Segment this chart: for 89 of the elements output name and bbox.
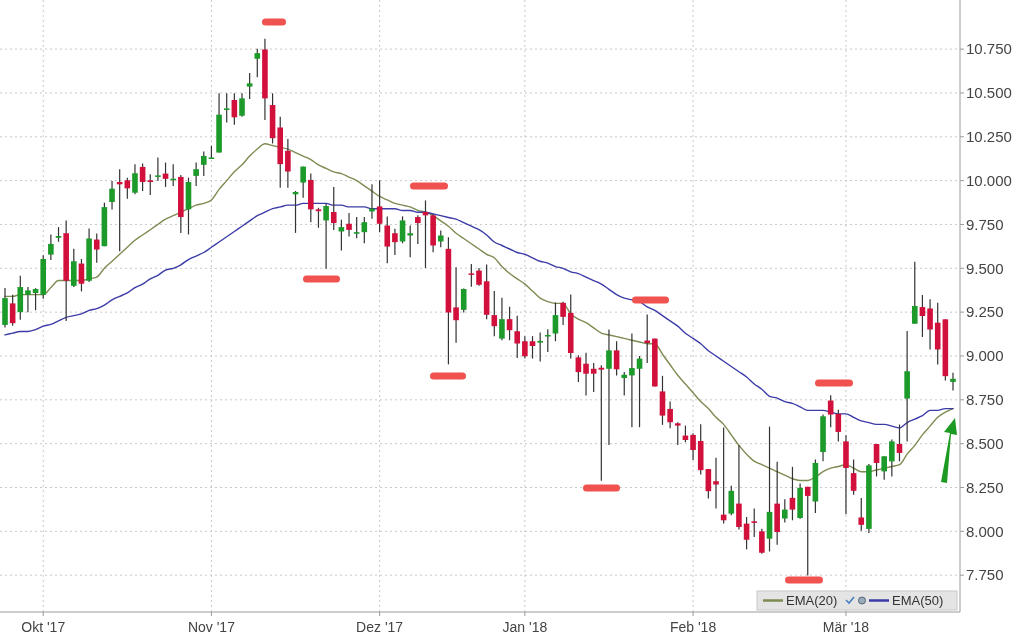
candlestick [598,364,605,482]
x-tick-label: Okt '17 [21,619,66,635]
candlestick [789,466,796,521]
candlestick [147,173,154,196]
candlestick [132,163,138,195]
candlestick [545,328,551,353]
candlestick [514,315,521,359]
y-tick-label: 8.250 [966,478,1004,496]
candlestick [93,232,100,264]
x-tick-label: Nov '17 [187,619,236,635]
candlestick [690,432,696,461]
y-tick-label: 8.000 [966,522,1004,540]
candlestick [109,180,115,210]
candlestick [736,444,742,531]
candlestick [330,186,337,231]
candlestick [468,263,475,288]
candlestick [896,423,903,462]
candlestick [782,498,788,524]
candlestick [529,335,536,360]
candlestick [927,298,933,351]
candlestick [667,400,673,429]
candlestick [346,212,352,238]
candlestick [950,372,956,392]
y-tick-label: 9.250 [966,303,1004,321]
candlestick [537,331,543,363]
candlestick [728,485,735,516]
x-tick-label: Dez '17 [356,619,404,635]
y-tick-label: 9.500 [966,259,1004,277]
line-series [4,143,954,482]
candlestick [613,340,620,377]
candlestick [376,179,383,233]
candlestick [415,214,421,245]
legend-label: EMA(50) [892,593,944,609]
candlestick [239,92,245,118]
candlestick [858,497,865,532]
candlestick [575,354,582,383]
legend-label: EMA(20) [786,593,838,609]
x-tick-label: Feb '18 [669,619,717,635]
candlestick [590,362,597,393]
y-tick-label: 10.750 [966,40,1012,58]
candlestick [285,138,291,189]
candlestick [606,328,612,446]
candlestick [246,72,253,100]
candlestick [407,224,413,258]
candlestick [751,507,758,538]
candlestick [460,287,467,314]
candlestick [919,294,926,338]
candlestick [300,165,306,199]
candlestick [254,48,261,78]
y-tick-label: 8.750 [966,391,1004,409]
candlestick [560,301,566,326]
y-tick-label: 9.750 [966,215,1004,233]
candlestick [453,266,459,344]
candlestick [223,92,230,123]
candlestick [881,455,887,481]
candlestick [629,332,635,428]
candlestick [499,297,505,341]
x-tick-label: Mär '18 [822,619,870,635]
candlestick [315,207,322,229]
candlestick [193,161,199,187]
candlestick [155,156,161,182]
candlestick [889,439,895,478]
candlestick [552,301,559,342]
y-tick-label: 10.000 [966,171,1012,189]
candlestick [48,233,54,261]
candlestick [583,352,589,397]
candlestick [491,290,498,337]
y-tick-label: 7.750 [966,566,1004,584]
candlestick [392,228,398,256]
candlestick [353,216,360,239]
x-tick-label: Jan '18 [502,619,548,635]
candlestick [713,457,719,510]
candlestick [911,261,918,325]
candlestick [759,528,765,555]
candlestick [674,421,681,446]
candlestick [804,486,811,577]
candlestick [621,371,628,397]
y-tick-label: 8.500 [966,434,1004,452]
candlestick [323,203,329,270]
candlestick [25,286,31,313]
candlestick [200,150,207,177]
candlestick [873,443,880,478]
y-tick-label: 10.500 [966,84,1012,102]
candlestick [9,294,16,327]
y-tick-label: 10.250 [966,128,1012,146]
candlestick [850,459,857,496]
candlestick [522,335,528,360]
candlestick [384,215,391,264]
y-tick-label: 9.000 [966,347,1004,365]
